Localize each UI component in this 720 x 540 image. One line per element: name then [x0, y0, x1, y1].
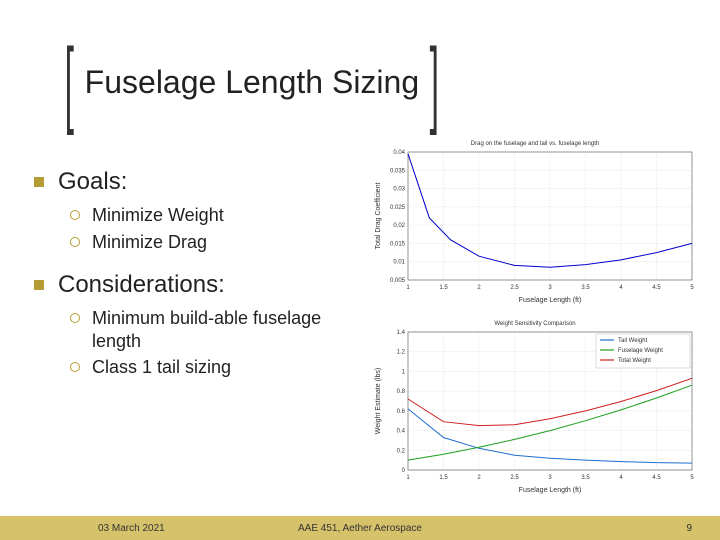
- drag-chart: Drag on the fuselage and tail vs. fusela…: [370, 136, 700, 306]
- section-heading: Considerations:: [34, 271, 364, 299]
- x-tick-label: 3.5: [581, 475, 590, 481]
- y-tick-label: 0.02: [393, 223, 405, 229]
- footer-page: 9: [686, 523, 692, 534]
- list-item: Minimize Drag: [70, 231, 364, 254]
- y-tick-label: 0.4: [397, 429, 406, 435]
- y-axis-label: Weight Estimate (lbs): [375, 368, 382, 434]
- x-tick-label: 4: [619, 475, 623, 481]
- chart-title: Drag on the fuselage and tail vs. fusela…: [471, 141, 599, 147]
- legend-label: Tail Weight: [618, 338, 648, 344]
- list-item-text: Minimum build-able fuselage length: [92, 307, 364, 352]
- x-tick-label: 2: [477, 475, 481, 481]
- list-item: Class 1 tail sizing: [70, 356, 364, 379]
- y-tick-label: 0.025: [390, 205, 406, 211]
- section-heading: Goals:: [34, 168, 364, 196]
- x-tick-label: 1: [406, 475, 410, 481]
- x-tick-label: 5: [690, 475, 694, 481]
- x-tick-label: 3: [548, 475, 552, 481]
- y-tick-label: 0.035: [390, 168, 406, 174]
- list-item: Minimize Weight: [70, 204, 364, 227]
- y-tick-label: 0.04: [393, 150, 405, 156]
- legend-label: Fuselage Weight: [618, 348, 663, 354]
- square-bullet-icon: [34, 177, 44, 187]
- section-items: Minimize Weight Minimize Drag: [70, 204, 364, 253]
- x-tick-label: 2.5: [510, 285, 519, 291]
- x-tick-label: 1.5: [439, 475, 448, 481]
- list-item-text: Minimize Weight: [92, 204, 224, 227]
- list-item-text: Minimize Drag: [92, 231, 207, 254]
- list-item-text: Class 1 tail sizing: [92, 356, 231, 379]
- slide-title: Fuselage Length Sizing: [83, 64, 421, 101]
- chart-title: Weight Sensitivity Comparison: [494, 321, 575, 327]
- content-body: Goals: Minimize Weight Minimize Drag Con…: [34, 168, 364, 397]
- section-items: Minimum build-able fuselage length Class…: [70, 307, 364, 379]
- weight-chart: Weight Sensitivity Comparison 1 1.5 2 2.5 3 3.…: [370, 316, 700, 496]
- bracket-left-icon: [: [65, 54, 74, 112]
- x-tick-label: 4.5: [652, 475, 661, 481]
- x-tick-label: 1: [406, 285, 410, 291]
- footer-center: AAE 451, Aether Aerospace: [0, 523, 720, 534]
- x-tick-label: 3: [548, 285, 552, 291]
- y-tick-label: 0.03: [393, 187, 405, 193]
- section-heading-text: Considerations:: [58, 271, 225, 299]
- y-tick-label: 1.4: [397, 330, 406, 336]
- legend-label: Total Weight: [618, 358, 651, 364]
- x-tick-label: 2: [477, 285, 481, 291]
- square-bullet-icon: [34, 280, 44, 290]
- circle-bullet-icon: [70, 210, 80, 220]
- y-tick-label: 0.6: [397, 409, 406, 415]
- section-heading-text: Goals:: [58, 168, 127, 196]
- x-tick-label: 5: [690, 285, 694, 291]
- x-tick-label: 1.5: [439, 285, 448, 291]
- list-item: Minimum build-able fuselage length: [70, 307, 364, 352]
- y-tick-label: 1.2: [397, 350, 406, 356]
- title-area: [ Fuselage Length Sizing ]: [56, 54, 448, 112]
- y-tick-label: 0.01: [393, 260, 405, 266]
- y-axis-label: Total Drag Coefficient: [375, 183, 382, 250]
- bracket-right-icon: ]: [430, 54, 439, 112]
- y-tick-label: 0.8: [397, 389, 406, 395]
- circle-bullet-icon: [70, 313, 80, 323]
- circle-bullet-icon: [70, 237, 80, 247]
- y-tick-label: 0.005: [390, 278, 406, 284]
- y-tick-label: 0.2: [397, 448, 406, 454]
- x-axis-label: Fuselage Length (ft): [519, 487, 582, 494]
- y-tick-label: 1: [402, 369, 406, 375]
- x-tick-label: 4: [619, 285, 623, 291]
- x-tick-label: 3.5: [581, 285, 590, 291]
- x-axis-label: Fuselage Length (ft): [519, 297, 582, 304]
- x-tick-label: 2.5: [510, 475, 519, 481]
- y-tick-label: 0.015: [390, 241, 406, 247]
- x-tick-label: 4.5: [652, 285, 661, 291]
- y-tick-label: 0: [402, 468, 406, 474]
- circle-bullet-icon: [70, 362, 80, 372]
